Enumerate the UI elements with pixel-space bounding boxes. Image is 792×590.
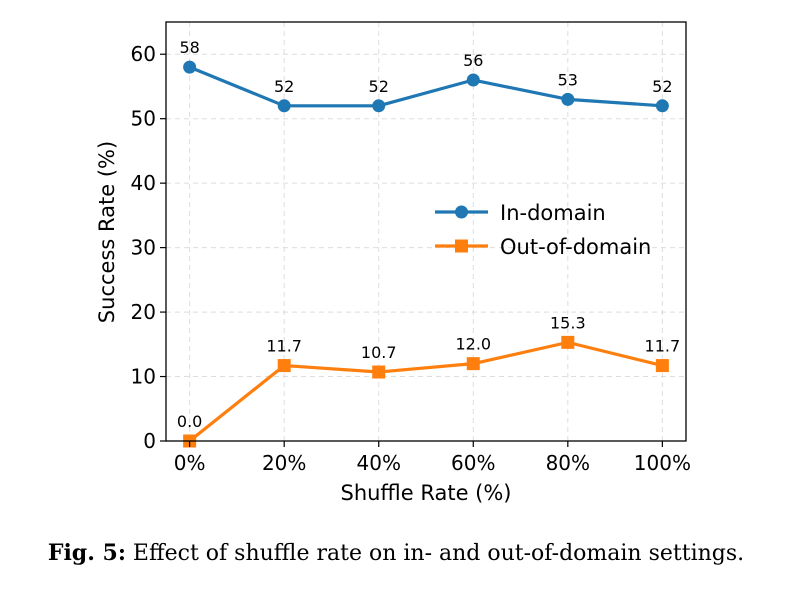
y-tick-label: 0 bbox=[143, 429, 156, 453]
out-of-domain-data-label: 0.0 bbox=[177, 412, 202, 431]
out-of-domain-data-label: 12.0 bbox=[455, 335, 491, 354]
y-tick-label: 50 bbox=[131, 107, 156, 131]
figure-number: Fig. 5: bbox=[47, 540, 126, 566]
out-of-domain-point bbox=[372, 365, 386, 379]
plot-area bbox=[166, 22, 686, 441]
in-domain-data-label: 52 bbox=[652, 77, 672, 96]
y-tick-label: 30 bbox=[131, 236, 156, 260]
line-chart: 58 52 52 56 53 52 0.0 11.7 10.7 12.0 15.3 11.7 0 10 2… bbox=[95, 21, 691, 505]
axes: 0 10 20 30 40 50 60 0% 20% 40% 60% 80% 100% bbox=[131, 42, 691, 475]
y-tick-label: 10 bbox=[131, 365, 156, 389]
plot-frame bbox=[165, 21, 687, 442]
out-of-domain-data-label: 10.7 bbox=[361, 343, 397, 362]
out-of-domain-point bbox=[466, 357, 480, 371]
out-of-domain-data-label: 15.3 bbox=[550, 313, 586, 332]
in-domain-point bbox=[466, 73, 480, 87]
series-layer: 58 52 52 56 53 52 0.0 11.7 10.7 12.0 15.3 11.7 bbox=[177, 38, 681, 448]
out-of-domain-data-label: 11.7 bbox=[266, 337, 302, 356]
x-tick-label: 80% bbox=[546, 451, 590, 475]
legend: In-domain Out-of-domain bbox=[435, 201, 651, 259]
in-domain-data-label: 56 bbox=[463, 51, 483, 70]
out-of-domain-point bbox=[561, 335, 575, 349]
x-tick-label: 60% bbox=[451, 451, 495, 475]
in-domain-point bbox=[655, 99, 669, 113]
y-tick-label: 60 bbox=[131, 42, 156, 66]
caption-text: Effect of shuffle rate on in- and out-of… bbox=[125, 541, 745, 566]
out-of-domain-point bbox=[655, 359, 669, 373]
x-tick-label: 40% bbox=[357, 451, 401, 475]
y-axis-label: Success Rate (%) bbox=[95, 141, 119, 323]
grid bbox=[166, 22, 686, 442]
legend-label-out-of-domain: Out-of-domain bbox=[500, 235, 651, 259]
y-tick-label: 40 bbox=[131, 171, 156, 195]
y-tick-label: 20 bbox=[131, 300, 156, 324]
x-axis-label: Shuffle Rate (%) bbox=[340, 481, 511, 505]
in-domain-data-label: 52 bbox=[369, 77, 389, 96]
legend-label-in-domain: In-domain bbox=[500, 201, 606, 225]
out-of-domain-data-label: 11.7 bbox=[645, 337, 681, 356]
in-domain-line bbox=[189, 65, 663, 108]
in-domain-data-label: 53 bbox=[558, 70, 578, 89]
in-domain-data-label: 52 bbox=[274, 77, 294, 96]
out-of-domain-point bbox=[277, 359, 291, 373]
in-domain-point bbox=[183, 60, 197, 74]
figure-caption: Fig. 5: Effect of shuffle rate on in- an… bbox=[0, 540, 792, 566]
in-domain-point bbox=[372, 99, 386, 113]
legend-marker-in-domain bbox=[455, 205, 468, 219]
legend-marker-out-of-domain bbox=[455, 239, 468, 253]
x-tick-label: 0% bbox=[174, 451, 206, 475]
out-of-domain-line bbox=[188, 340, 663, 443]
in-domain-point bbox=[277, 99, 291, 113]
in-domain-data-label: 58 bbox=[179, 38, 199, 57]
in-domain-point bbox=[561, 92, 575, 106]
x-tick-label: 100% bbox=[634, 451, 691, 475]
x-tick-label: 20% bbox=[262, 451, 306, 475]
